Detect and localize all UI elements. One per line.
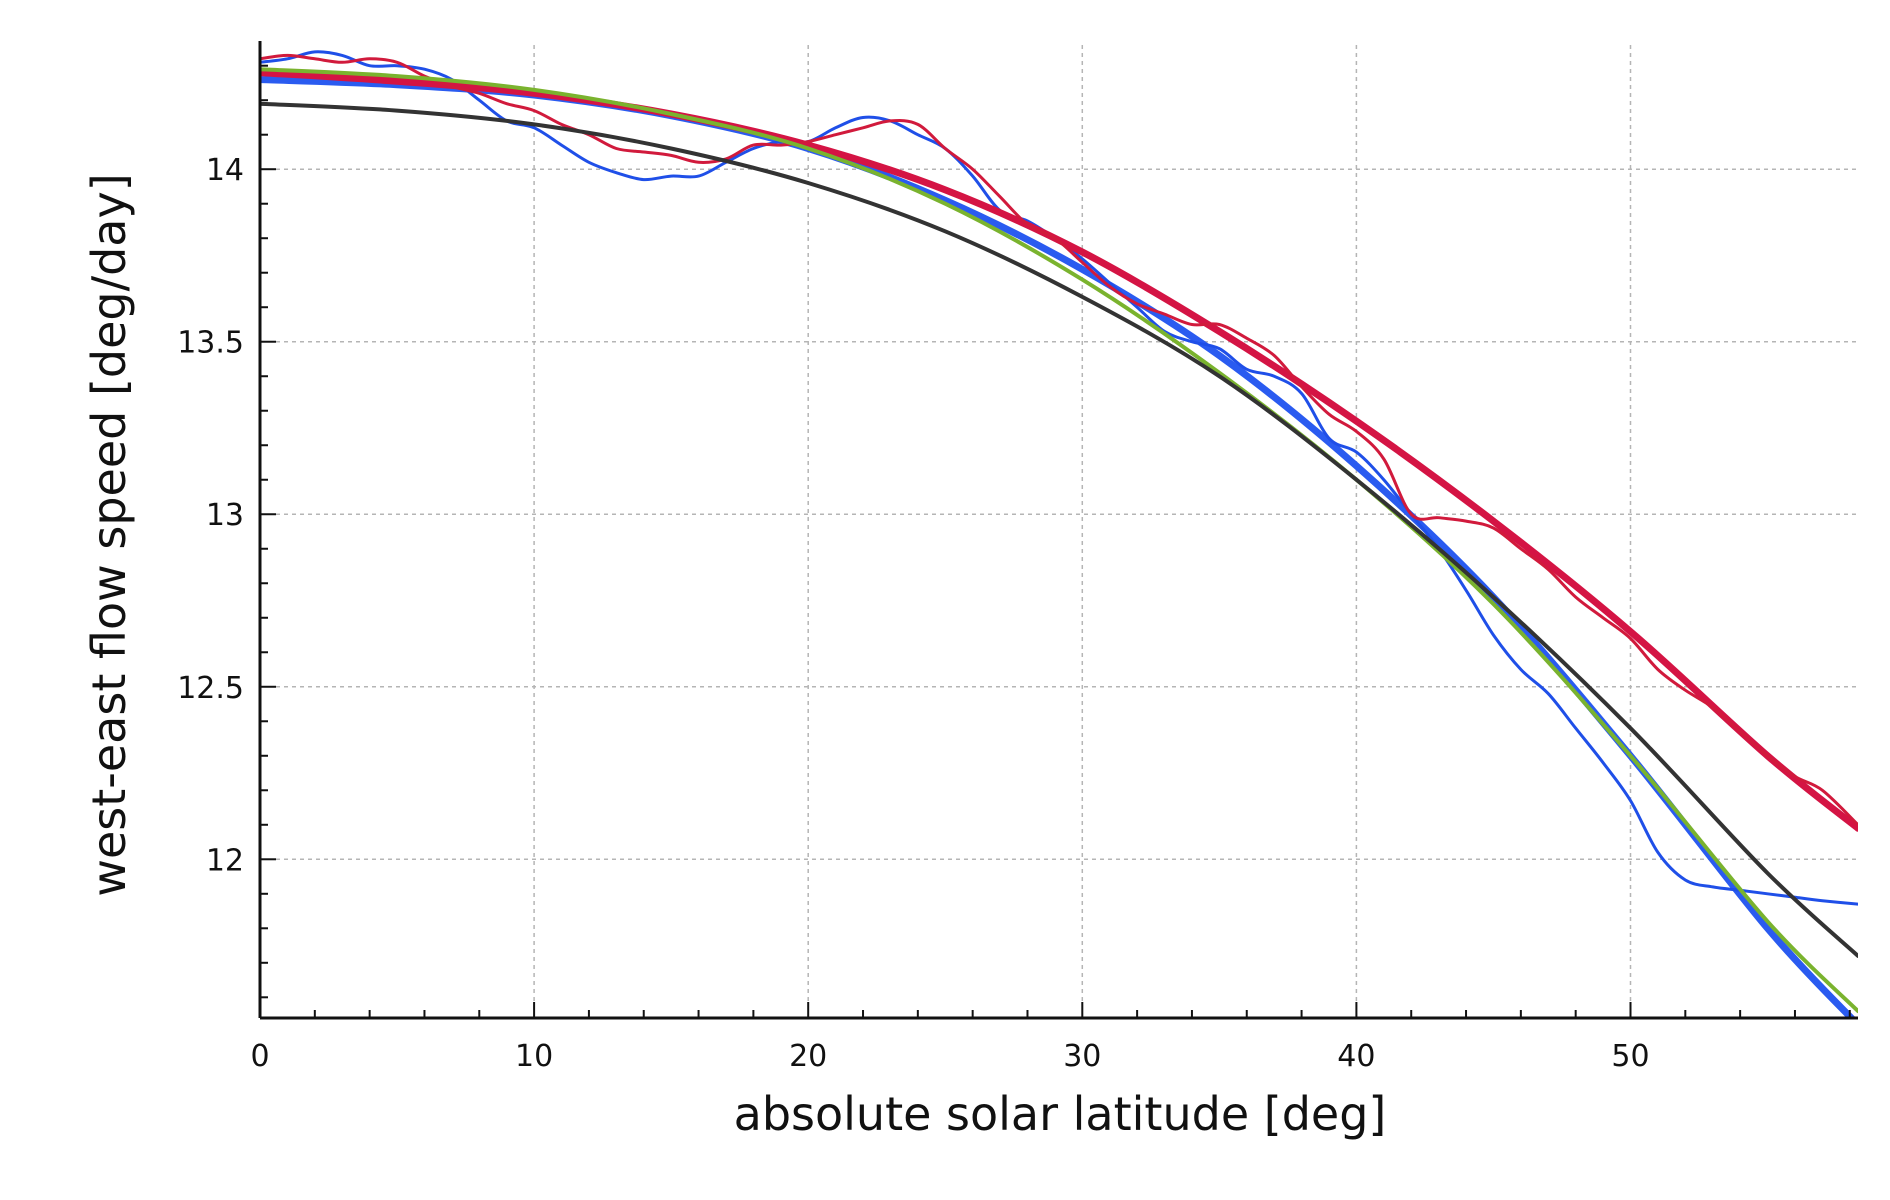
series-line-2 bbox=[260, 50, 1858, 906]
y-tick-label: 14 bbox=[206, 153, 244, 188]
y-tick-label: 12.5 bbox=[177, 671, 244, 706]
series-line-3 bbox=[260, 69, 1858, 832]
x-tick-label: 50 bbox=[1611, 1039, 1649, 1074]
x-tick-label: 0 bbox=[250, 1039, 269, 1074]
x-tick-label: 20 bbox=[789, 1039, 827, 1074]
series-layer bbox=[260, 50, 1858, 1018]
axes bbox=[258, 41, 1858, 1020]
ticks: 0 10 20 30 40 50 12 12.5 13 13.5 14 bbox=[177, 64, 1851, 1074]
x-tick-label: 30 bbox=[1063, 1039, 1101, 1074]
y-tick-label: 13.5 bbox=[177, 326, 244, 361]
series-line-4 bbox=[260, 53, 1858, 827]
y-axis-label: west-east flow speed [deg/day] bbox=[82, 173, 136, 896]
x-tick-label: 10 bbox=[515, 1039, 553, 1074]
series-line-1 bbox=[260, 76, 1857, 1018]
x-axis-label: absolute solar latitude [deg] bbox=[734, 1087, 1387, 1141]
y-tick-label: 12 bbox=[206, 843, 244, 878]
y-tick-label: 13 bbox=[206, 498, 244, 533]
grid bbox=[260, 45, 1858, 1018]
x-tick-label: 40 bbox=[1337, 1039, 1375, 1074]
series-line-6 bbox=[260, 101, 1858, 958]
series-line-5 bbox=[260, 67, 1858, 1014]
